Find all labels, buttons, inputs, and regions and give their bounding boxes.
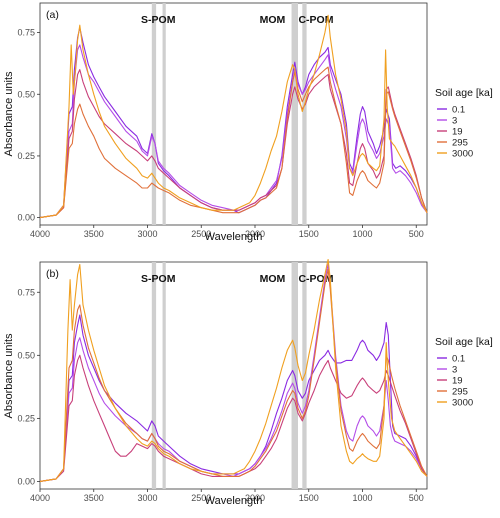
band-label-mom: MOM [260, 14, 286, 26]
legend-label-19: 19 [452, 127, 463, 138]
band-s-pom [151, 262, 157, 489]
band-s-pom [162, 3, 166, 225]
panel-a: S-POM MOM C-POM (a) 0.00 0.25 0.50 0.75 4000 3500… [3, 2, 428, 243]
series-line-3 [39, 263, 428, 482]
y-tick-label: 0.50 [17, 89, 35, 99]
x-tick-label: 1500 [299, 493, 319, 503]
x-tick-label: 1000 [352, 493, 372, 503]
x-tick-label: 1500 [299, 229, 319, 239]
x-tick-label: 4000 [30, 493, 50, 503]
x-tick-label: 3500 [84, 493, 104, 503]
y-axis-title: Absorbance units [3, 333, 15, 418]
x-tick-label: 3000 [137, 229, 157, 239]
legend-label-0.1: 0.1 [452, 354, 465, 365]
panel-frame [39, 2, 428, 226]
y-tick-label: 0.00 [17, 213, 35, 223]
x-axis-title: Wavelength [205, 495, 263, 507]
x-tick-label: 3000 [137, 493, 157, 503]
panel-label: (b) [46, 268, 59, 280]
legend-label-3000: 3000 [452, 149, 473, 160]
legend-label-3: 3 [452, 365, 457, 376]
x-tick-label: 2000 [245, 493, 265, 503]
legend-title: Soil age [ka] [435, 87, 493, 99]
legend-title: Soil age [ka] [435, 336, 493, 348]
series-line-295 [39, 269, 428, 482]
panel-frame [39, 261, 428, 490]
series-line-3000 [39, 258, 428, 482]
band-c-pom [302, 3, 307, 225]
series-line-3 [39, 44, 428, 219]
panel-label: (a) [46, 9, 59, 21]
band-s-pom [151, 3, 157, 225]
y-tick-label: 0.50 [17, 350, 35, 360]
band-label-s-pom: S-POM [141, 14, 176, 26]
y-axis-title: Absorbance units [3, 71, 15, 156]
series-line-295 [39, 66, 428, 219]
x-tick-label: 500 [409, 493, 424, 503]
band-label-s-pom: S-POM [141, 273, 176, 285]
x-axis-title: Wavelength [205, 231, 263, 243]
legend-label-295: 295 [452, 387, 468, 398]
band-label-c-pom: C-POM [298, 14, 333, 26]
series-line-3000 [39, 14, 428, 219]
y-tick-label: 0.00 [17, 476, 35, 486]
x-tick-label: 1000 [352, 229, 372, 239]
y-tick-label: 0.25 [17, 151, 35, 161]
y-tick-label: 0.25 [17, 413, 35, 423]
x-tick-label: 2500 [191, 493, 211, 503]
x-tick-label: 500 [409, 229, 424, 239]
legend-label-295: 295 [452, 138, 468, 149]
legend-label-3000: 3000 [452, 398, 473, 409]
x-tick-label: 2000 [245, 229, 265, 239]
legend-label-19: 19 [452, 376, 463, 387]
band-mom [291, 3, 298, 225]
y-tick-label: 0.75 [17, 287, 35, 297]
band-s-pom [162, 262, 166, 489]
legend-label-3: 3 [452, 116, 457, 127]
series-line-19 [39, 354, 428, 482]
y-tick-label: 0.75 [17, 28, 35, 38]
x-tick-label: 4000 [30, 229, 50, 239]
legend-label-0.1: 0.1 [452, 105, 465, 116]
x-tick-label: 2500 [191, 229, 211, 239]
band-label-mom: MOM [260, 273, 286, 285]
x-tick-label: 3500 [84, 229, 104, 239]
